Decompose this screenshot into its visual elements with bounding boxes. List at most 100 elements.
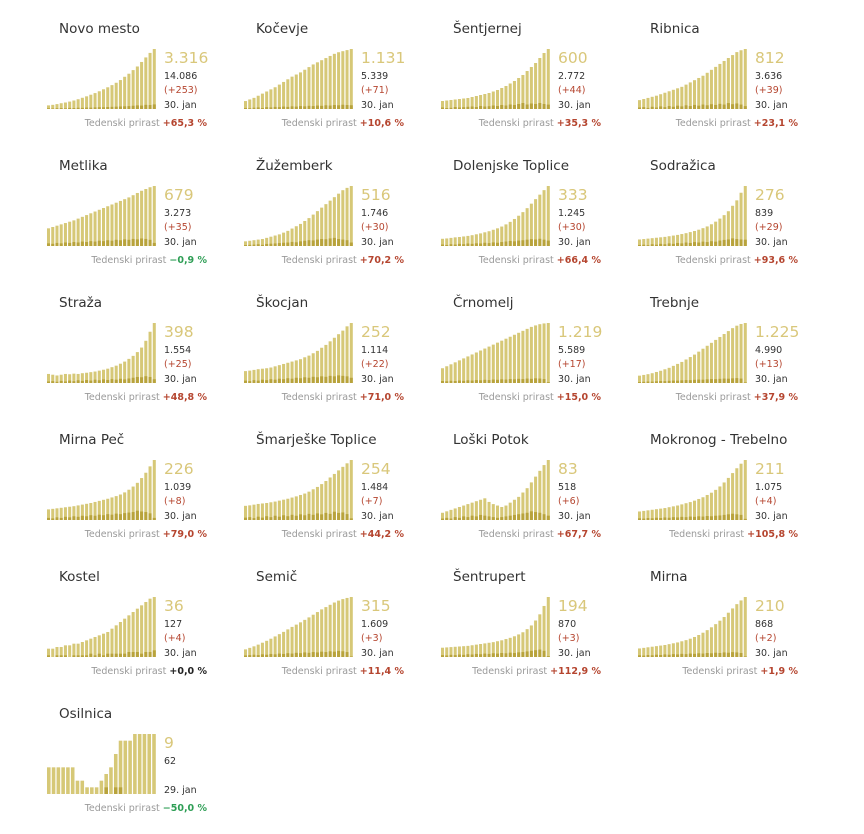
new-cases-bar: [445, 517, 449, 520]
municipality-card: Trebnje 1.225 4.990 (+13) 30. jan Tedenski pr…: [638, 293, 808, 423]
last-date: 30. jan: [755, 237, 788, 248]
new-cases-bar: [93, 515, 97, 520]
new-cases-bar: [684, 105, 688, 109]
new-cases-bar: [743, 382, 747, 383]
active-bar: [315, 350, 319, 383]
active-bar: [525, 71, 529, 109]
active-bar: [491, 229, 495, 246]
new-cases-bar: [131, 377, 135, 383]
new-cases-bar: [63, 108, 67, 109]
active-bar: [140, 190, 144, 246]
new-cases-bar: [51, 518, 55, 520]
new-cases-bar: [315, 377, 319, 383]
new-cases-bar: [462, 516, 466, 520]
active-bar: [59, 103, 63, 109]
active-bar: [299, 494, 303, 520]
active-bar: [474, 234, 478, 246]
new-cases-bar: [311, 106, 315, 109]
total-cases-value: 3.636: [755, 71, 783, 82]
new-cases-bar: [252, 107, 256, 109]
new-cases-bar: [457, 107, 461, 109]
active-cases-value: 516: [361, 186, 391, 204]
active-bar: [144, 57, 148, 109]
new-cases-bar: [483, 515, 487, 520]
active-bar: [667, 91, 671, 109]
new-cases-bar: [131, 652, 135, 657]
active-bar: [341, 466, 345, 520]
new-cases-bar: [273, 106, 277, 109]
new-cases-bar: [341, 239, 345, 246]
new-cases-bar: [320, 651, 324, 657]
new-cases-bar: [307, 652, 311, 657]
active-bar: [659, 94, 663, 109]
active-bar: [114, 365, 118, 383]
new-cases-bar: [97, 653, 101, 657]
active-bar: [76, 505, 80, 520]
new-cases-bar: [286, 653, 290, 657]
active-bar: [517, 634, 521, 657]
active-bar: [109, 767, 113, 794]
active-bar: [525, 328, 529, 383]
new-cases-bar: [277, 107, 281, 109]
new-cases-bar: [277, 516, 281, 520]
daily-delta-value: (+7): [361, 496, 383, 507]
new-cases-bar: [718, 378, 722, 383]
weekly-growth: Tedenski prirast +67,7 %: [479, 529, 601, 540]
new-cases-bar: [705, 242, 709, 246]
weekly-growth-value: −50,0 %: [162, 803, 207, 814]
active-bar: [63, 507, 67, 520]
new-cases-bar: [441, 381, 445, 383]
new-cases-bar: [72, 381, 76, 383]
sparkline-chart: [244, 597, 353, 657]
active-bar: [332, 197, 336, 246]
active-bar: [718, 336, 722, 383]
active-bar: [642, 374, 646, 383]
municipality-card: Šmarješke Toplice 254 1.484 (+7) 30. jan Tede…: [244, 430, 414, 560]
daily-delta-value: (+3): [558, 633, 580, 644]
new-cases-bar: [89, 515, 93, 520]
weekly-growth: Tedenski prirast +112,9 %: [472, 666, 601, 677]
active-bar: [676, 505, 680, 520]
new-cases-bar: [290, 106, 294, 109]
active-bar: [684, 84, 688, 109]
new-cases-bar: [718, 653, 722, 657]
active-bar: [72, 100, 76, 109]
weekly-growth-value: +79,0 %: [162, 529, 207, 540]
new-cases-bar: [248, 381, 252, 383]
new-cases-bar: [273, 515, 277, 520]
active-bar: [85, 640, 89, 657]
active-bar: [445, 100, 449, 109]
new-cases-bar: [479, 243, 483, 246]
new-cases-bar: [512, 514, 516, 520]
active-bar: [529, 625, 533, 657]
municipality-name: Trebnje: [650, 295, 700, 311]
municipality-card: Žužemberk 516 1.746 (+30) 30. jan Tedenski pr…: [244, 156, 414, 286]
new-cases-bar: [118, 787, 123, 794]
active-bar: [55, 508, 59, 520]
new-cases-bar: [534, 650, 538, 657]
active-bar: [248, 647, 252, 657]
total-cases-value: 1.039: [164, 482, 192, 493]
active-bar: [496, 90, 500, 109]
active-bar: [671, 643, 675, 657]
active-bar: [504, 639, 508, 657]
new-cases-bar: [260, 244, 264, 246]
new-cases-bar: [89, 241, 93, 246]
active-bar: [59, 647, 63, 657]
active-bar: [72, 220, 76, 246]
new-cases-bar: [646, 245, 650, 246]
last-date: 30. jan: [164, 237, 197, 248]
new-cases-bar: [286, 106, 290, 109]
new-cases-bar: [148, 239, 152, 246]
daily-delta-value: (+8): [164, 496, 186, 507]
sparkline-chart: [47, 460, 156, 520]
new-cases-bar: [722, 378, 726, 383]
active-bar: [680, 504, 684, 520]
active-bar: [462, 236, 466, 246]
active-bar: [144, 602, 148, 657]
new-cases-bar: [324, 652, 328, 657]
new-cases-bar: [294, 106, 298, 109]
municipality-name: Žužemberk: [256, 158, 333, 174]
active-bar: [650, 373, 654, 383]
active-bar: [449, 364, 453, 383]
